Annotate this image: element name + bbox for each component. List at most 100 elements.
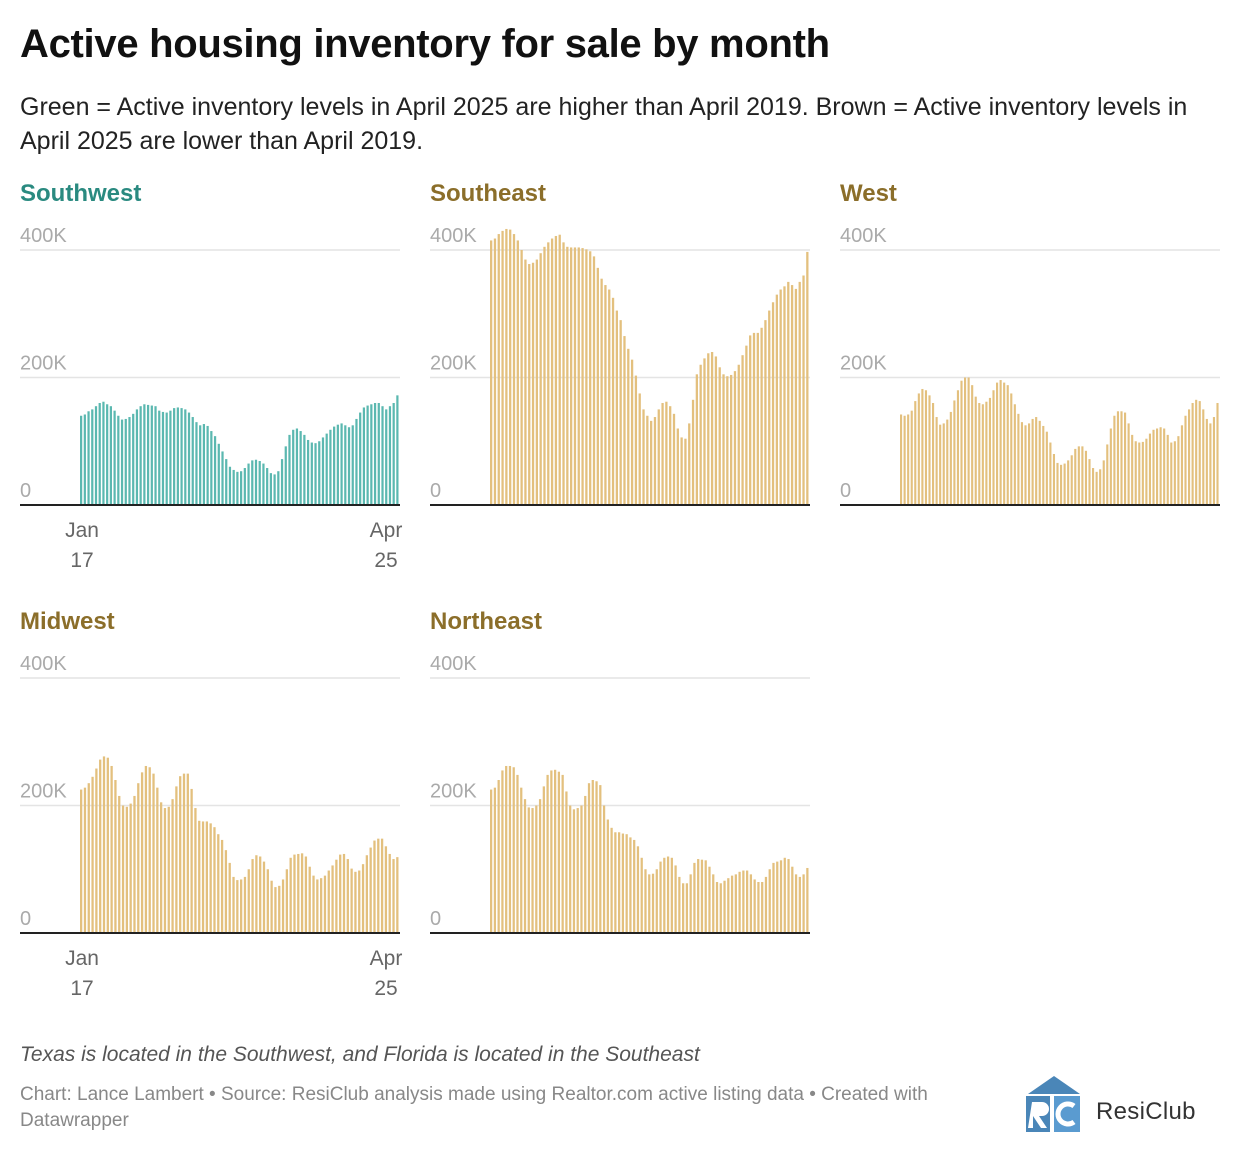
bar bbox=[140, 772, 144, 933]
bar bbox=[228, 466, 232, 505]
bar bbox=[350, 868, 353, 933]
bar bbox=[538, 799, 542, 934]
y-tick-label: 0 bbox=[430, 908, 441, 930]
y-tick-label: 200K bbox=[430, 353, 477, 375]
bar bbox=[633, 839, 636, 933]
bar bbox=[592, 256, 596, 506]
bar bbox=[158, 410, 161, 505]
bar bbox=[331, 865, 334, 933]
bar bbox=[205, 821, 208, 933]
bar bbox=[557, 771, 561, 933]
bar bbox=[110, 765, 113, 933]
bar bbox=[120, 419, 124, 505]
bar bbox=[1202, 409, 1205, 506]
bar bbox=[273, 474, 276, 505]
bar bbox=[113, 410, 116, 505]
y-tick-label: 0 bbox=[840, 480, 851, 502]
bar bbox=[669, 406, 672, 505]
bar bbox=[339, 854, 342, 933]
x-tick-month: Jan bbox=[65, 519, 99, 542]
y-tick-label: 0 bbox=[20, 908, 31, 930]
bar bbox=[297, 853, 300, 933]
bar bbox=[505, 228, 508, 505]
bar bbox=[384, 846, 388, 933]
bar bbox=[1035, 417, 1038, 505]
bar bbox=[742, 870, 745, 933]
bar bbox=[102, 756, 106, 933]
x-tick-label-start: Jan 17 bbox=[52, 516, 112, 576]
bar bbox=[266, 869, 269, 933]
panel-title: West bbox=[840, 180, 897, 207]
bar bbox=[614, 832, 617, 933]
bar bbox=[190, 788, 193, 933]
bar-chart: 400K 200K 0 bbox=[430, 653, 810, 934]
bar bbox=[342, 853, 346, 933]
bar bbox=[359, 412, 362, 505]
panel-southwest: Southwest 400K 200K 0 Jan 17 Apr 25 bbox=[20, 180, 402, 580]
bar bbox=[220, 839, 224, 933]
bar bbox=[114, 780, 117, 933]
bar bbox=[225, 459, 228, 505]
bar bbox=[554, 769, 557, 933]
bar bbox=[531, 262, 535, 505]
x-tick-month: Apr bbox=[369, 519, 403, 542]
bar bbox=[1145, 438, 1148, 505]
bar bbox=[527, 807, 530, 933]
bar bbox=[939, 424, 942, 505]
bar bbox=[520, 787, 523, 933]
bar bbox=[121, 805, 125, 933]
bar bbox=[508, 765, 512, 933]
bar bbox=[380, 838, 384, 933]
bar bbox=[967, 377, 970, 505]
bar bbox=[124, 418, 127, 505]
bar bbox=[719, 883, 722, 933]
bar bbox=[554, 235, 558, 506]
bar bbox=[366, 405, 369, 505]
bar bbox=[274, 887, 277, 933]
bar bbox=[385, 409, 388, 506]
bar bbox=[604, 285, 607, 505]
bar bbox=[270, 880, 273, 933]
bar bbox=[312, 875, 315, 934]
bar bbox=[179, 776, 182, 933]
bar bbox=[971, 385, 974, 505]
bar bbox=[708, 866, 711, 933]
bar bbox=[288, 434, 291, 506]
bar bbox=[1095, 471, 1098, 505]
bar bbox=[629, 837, 632, 934]
bar bbox=[602, 805, 606, 933]
bar bbox=[98, 403, 101, 505]
panel-title: Midwest bbox=[20, 608, 115, 635]
bar bbox=[1184, 415, 1187, 505]
bar bbox=[1195, 399, 1198, 505]
bar bbox=[992, 390, 995, 505]
bar bbox=[148, 767, 151, 933]
bar bbox=[1212, 417, 1216, 505]
bar bbox=[329, 429, 332, 505]
bar bbox=[173, 408, 176, 505]
bar bbox=[910, 410, 913, 505]
bar bbox=[942, 423, 945, 505]
bar bbox=[619, 320, 622, 506]
y-tick-label: 200K bbox=[430, 781, 477, 803]
bar bbox=[596, 267, 599, 505]
bar bbox=[228, 862, 231, 934]
bar bbox=[746, 870, 749, 933]
x-tick-label-end: Apr 25 bbox=[356, 944, 416, 1004]
bar bbox=[152, 773, 155, 934]
bar bbox=[490, 789, 493, 933]
bar bbox=[733, 371, 737, 506]
bar bbox=[501, 770, 504, 933]
bar bbox=[217, 834, 220, 933]
bar bbox=[621, 833, 625, 933]
bar bbox=[790, 285, 794, 505]
bar bbox=[1216, 403, 1219, 505]
bar bbox=[685, 883, 689, 933]
bar bbox=[377, 838, 380, 933]
bar bbox=[493, 238, 497, 505]
bar bbox=[240, 879, 243, 933]
y-tick-label: 400K bbox=[430, 653, 477, 675]
bar bbox=[133, 795, 136, 933]
y-tick-label: 400K bbox=[840, 225, 887, 247]
bar bbox=[278, 885, 281, 933]
